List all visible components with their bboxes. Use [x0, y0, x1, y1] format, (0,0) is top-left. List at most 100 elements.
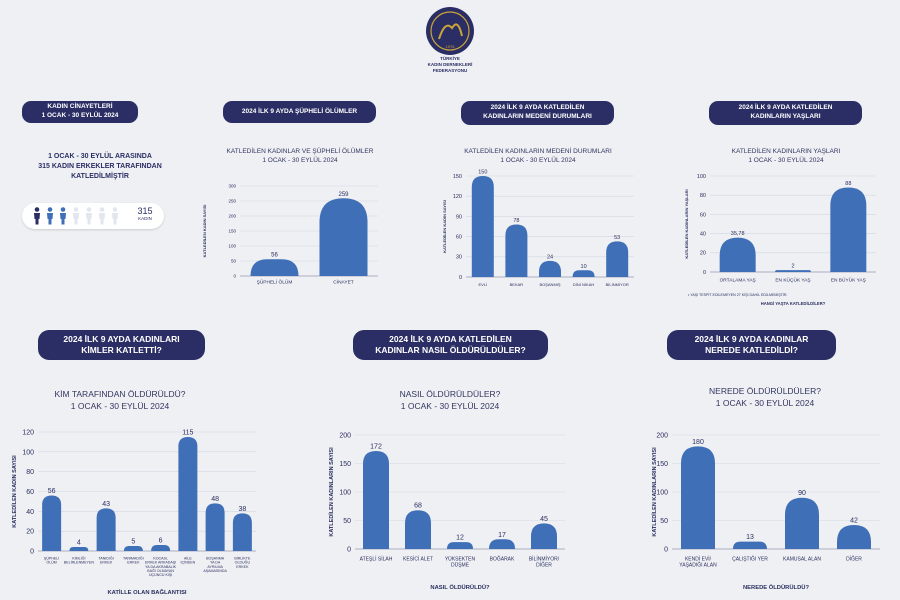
y-tick-label: 40	[700, 232, 706, 238]
x-axis-label: NEREDE ÖLDÜRÜLDÜ?	[743, 584, 809, 591]
data-label: 45	[540, 516, 548, 523]
pill-how-killed: 2024 İLK 9 AYDA KATLEDİLEN KADINLAR NASI…	[353, 330, 548, 360]
data-label: 48	[211, 496, 219, 503]
data-label: 38	[238, 506, 246, 513]
chart-title-line: KATLEDİLEN KADINLARIN MEDENİ DURUMLARI	[464, 148, 612, 155]
bar	[232, 513, 252, 551]
chart-title-line: KATLEDİLEN KADINLARIN YAŞLARI	[731, 148, 841, 155]
x-category-label: BİLİNMİYOR	[606, 282, 629, 287]
bar	[178, 436, 198, 551]
bar	[505, 224, 528, 277]
data-label: 6	[159, 538, 163, 545]
y-tick-label: 200	[656, 432, 668, 439]
x-category-label: ŞÜPHELİ ÖLÜM	[44, 556, 59, 565]
data-label: 42	[850, 518, 858, 525]
x-category-label: TANIDIĞI ERKEK	[98, 556, 113, 565]
bar	[785, 497, 819, 549]
bar	[681, 446, 715, 549]
bar	[830, 187, 867, 272]
x-category-label: CİNAYET	[333, 278, 354, 285]
data-label: 12	[456, 535, 464, 542]
data-label: 10	[581, 264, 587, 270]
data-label: 78	[513, 218, 519, 224]
bar	[123, 546, 143, 551]
chart-title-ages: KATLEDİLEN KADINLARIN YAŞLARI 1 OCAK - 3…	[686, 147, 886, 165]
woman-icon	[59, 207, 67, 225]
chart-how-killed: 0 50 100 150 200 KATLEDİLEN KADINLARIN SAYISI…	[328, 432, 565, 591]
logo-year: 1976	[446, 44, 456, 49]
y-tick-label: 100	[339, 489, 351, 496]
x-category-label: EN KÜÇÜK YAŞ	[775, 276, 810, 283]
pill-line: 2024 İLK 9 AYDA KATLEDİLEN	[389, 333, 512, 344]
victim-count: 315 KADIN	[130, 206, 160, 221]
bar	[531, 523, 557, 549]
y-tick-label: 120	[22, 429, 34, 436]
bar	[775, 270, 811, 272]
data-label: 13	[746, 534, 754, 541]
bar	[205, 503, 225, 551]
data-label: 24	[547, 254, 553, 260]
pill-marital-status: 2024 İLK 9 AYDA KATLEDİLEN KADINLARIN ME…	[461, 101, 614, 125]
pill-line: 2024 İLK 9 AYDA ŞÜPHELİ ÖLÜMLER	[241, 107, 358, 115]
chart-title-how: NASIL ÖLDÜRÜLDÜLER? 1 OCAK - 30 EYLÜL 20…	[370, 389, 530, 413]
y-tick-label: 150	[228, 229, 236, 234]
x-category-label: ŞÜPHELİ ÖLÜM	[257, 278, 293, 285]
y-tick-label: 150	[453, 174, 462, 180]
bar	[471, 176, 494, 277]
bar	[606, 241, 629, 277]
bar	[363, 450, 389, 549]
y-tick-label: 50	[660, 518, 668, 525]
y-tick-label: 50	[343, 518, 351, 525]
chart-title-line: 1 OCAK - 30 EYLÜL 2024	[400, 400, 500, 411]
chart-ages: 0 20 40 60 80 100 KATLEDİLEN KADINLARIN YAŞLAR…	[684, 174, 876, 306]
y-tick-label: 30	[456, 255, 462, 261]
x-category-label: AİLE İÇİNDEN	[180, 556, 195, 565]
x-axis-label: NASIL ÖLDÜRÜLDÜ?	[430, 584, 490, 591]
chart-title-line: 1 OCAK - 30 EYLÜL 2024	[500, 157, 576, 165]
x-category-label: KENDİ EVİ/YAŞADIĞI ALAN	[679, 556, 717, 569]
bar	[250, 259, 299, 276]
y-tick-label: 0	[30, 548, 34, 555]
data-label: 150	[478, 170, 487, 176]
org-name: TÜRKİYE KADIN DERNEKLERİ FEDERASYONU	[427, 56, 473, 73]
pill-line: NEREDE KATLEDİLDİ?	[705, 345, 798, 355]
chart-title-who: KİM TARAFINDAN ÖLDÜRÜLDÜ? 1 OCAK - 30 EY…	[40, 389, 200, 413]
y-tick-label: 80	[26, 469, 34, 476]
data-label: 4	[77, 540, 81, 547]
y-tick-label: 300	[228, 184, 236, 189]
victim-count-number: 315	[137, 206, 153, 216]
pill-where-killed: 2024 İLK 9 AYDA KADINLAR NEREDE KATLEDİL…	[667, 330, 836, 360]
y-tick-label: 150	[339, 461, 351, 468]
chart-title-line: KATLEDİLEN KADINLAR VE ŞÜPHELİ ÖLÜMLER	[226, 148, 374, 155]
x-category-label: DİĞER	[846, 556, 862, 563]
data-label: 68	[414, 503, 422, 510]
chart-title-where: NEREDE ÖLDÜRÜLDÜLER? 1 OCAK - 30 EYLÜL 2…	[685, 386, 845, 410]
pill-line: 2024 İLK 9 AYDA KATLEDİLEN	[738, 104, 833, 112]
y-tick-label: 60	[700, 212, 706, 218]
chart-title-suspicious: KATLEDİLEN KADINLAR VE ŞÜPHELİ ÖLÜMLER 1…	[200, 147, 400, 165]
summary-pill: KADIN CİNAYETLERİ 1 OCAK - 30 EYLÜL 2024	[22, 101, 138, 123]
summary-pill-line2: 1 OCAK - 30 EYLÜL 2024	[41, 112, 119, 119]
x-category-label: ATEŞLİ SİLAH	[360, 556, 393, 563]
x-category-label: EN BÜYÜK YAŞ	[831, 276, 866, 283]
x-category-label: BİRLİKTE OLDUĞU ERKEK	[234, 556, 251, 569]
y-tick-label: 80	[700, 193, 706, 199]
pill-line: 2024 İLK 9 AYDA KADINLARI	[63, 333, 180, 344]
data-label: 259	[338, 192, 349, 198]
y-axis-label: KATLEDİLEN KADINLARIN SAYISI	[328, 447, 335, 537]
y-tick-label: 0	[347, 546, 351, 553]
chart-title-line: KİM TARAFINDAN ÖLDÜRÜLDÜ?	[54, 389, 186, 399]
data-label: 17	[498, 532, 506, 539]
y-tick-label: 50	[231, 259, 237, 264]
bar	[539, 260, 561, 277]
y-tick-label: 0	[459, 275, 462, 281]
y-axis-label: KATLEDİLEN KADIN SAYISI	[442, 200, 447, 253]
y-tick-label: 200	[339, 432, 351, 439]
x-category-label: BOŞANMIŞ	[539, 282, 560, 287]
x-category-label: ÇALIŞTIĞI YER	[732, 556, 768, 563]
y-tick-label: 100	[228, 244, 236, 249]
pill-line: 2024 İLK 9 AYDA KADINLAR	[694, 333, 809, 344]
bar	[96, 508, 116, 551]
x-category-label: BOŞANMA YA DA AYRILMA AŞAMASINDA	[203, 557, 227, 573]
